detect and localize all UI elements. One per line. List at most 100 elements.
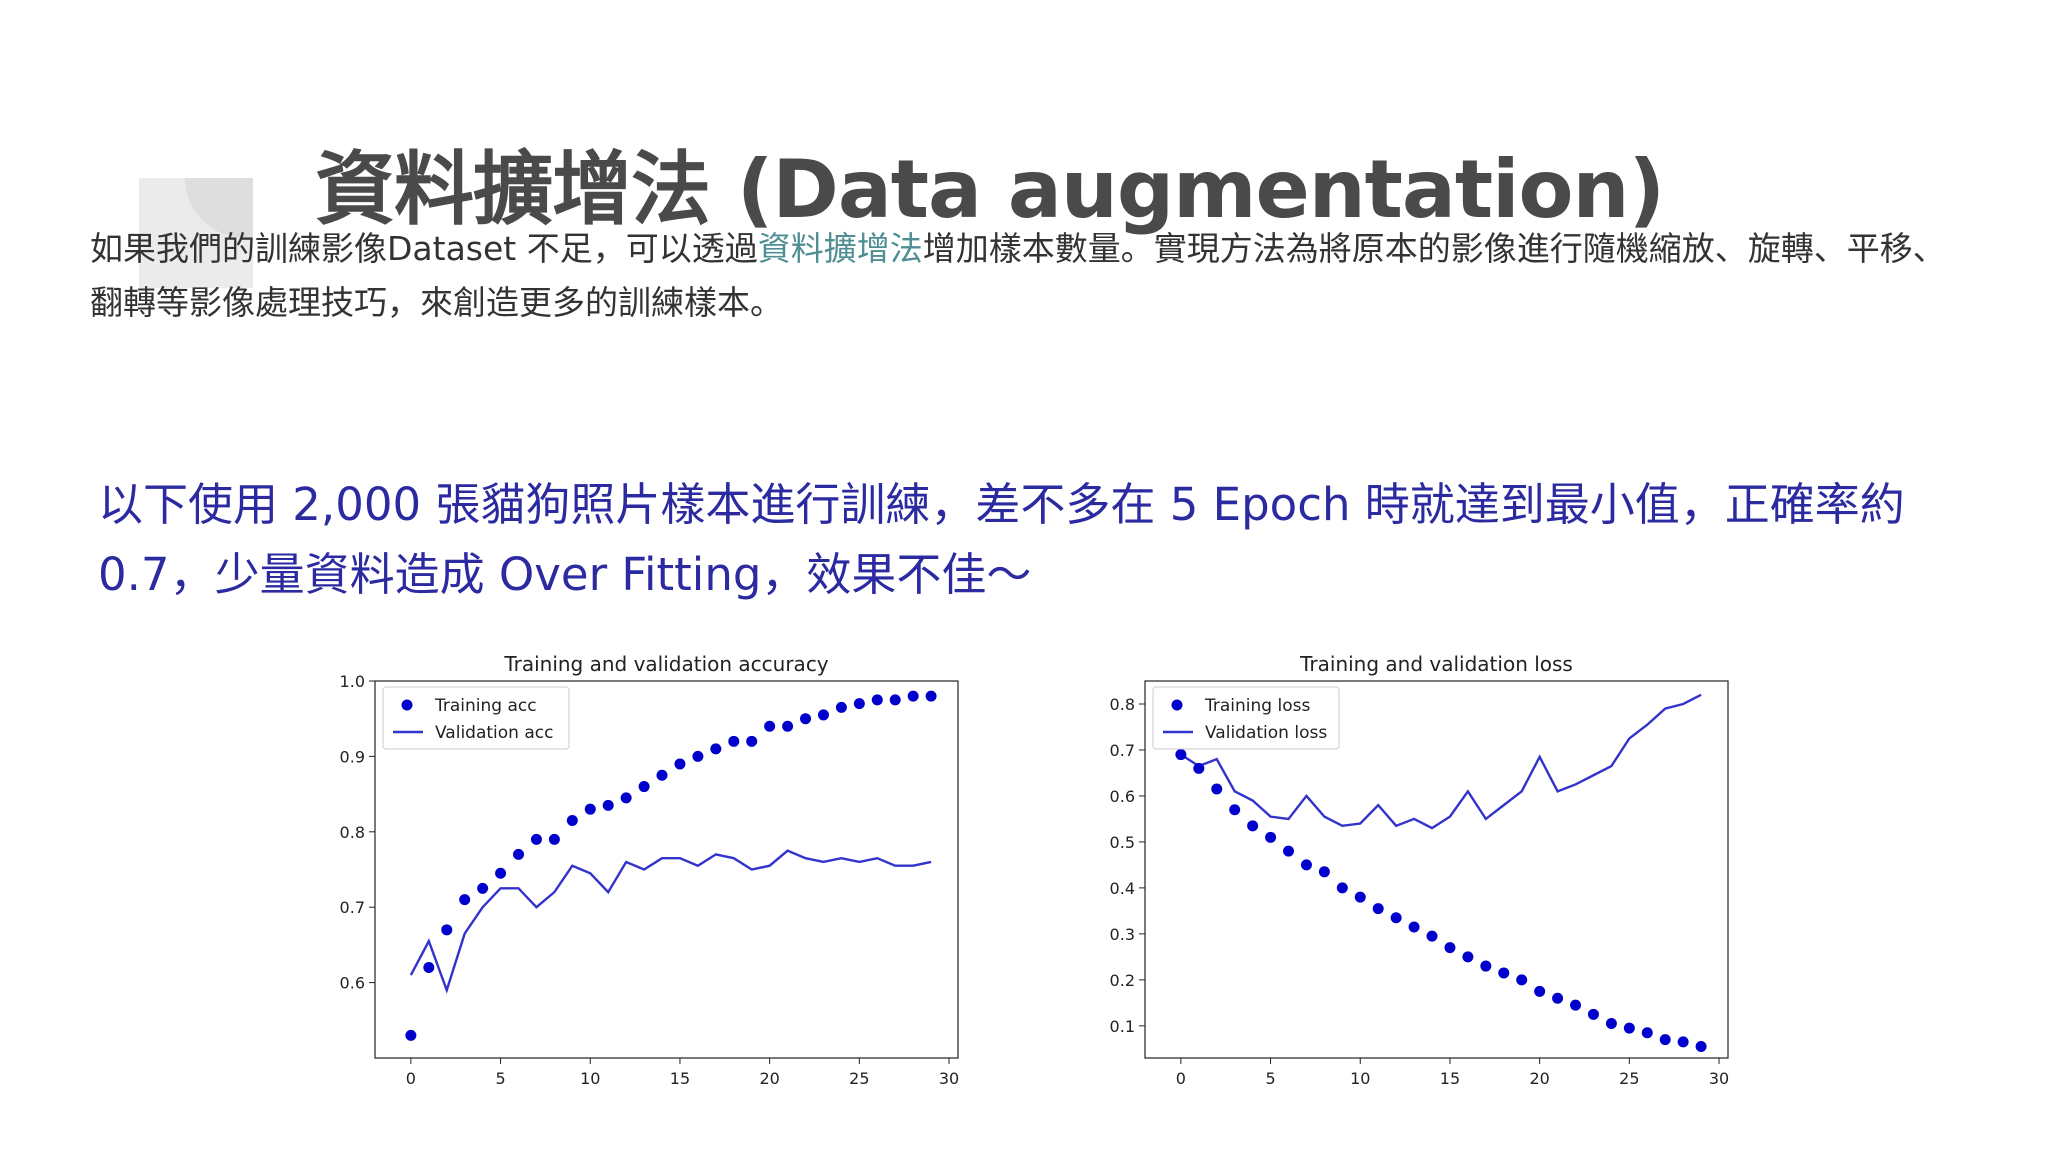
- loss-y-tick-label: 0.2: [1110, 971, 1135, 990]
- accuracy-chart: Training and validation accuracy 0 5 10 15 20…: [340, 652, 960, 1088]
- acc-validation-line: [409, 849, 932, 994]
- acc-y-tick-label: 0.7: [340, 898, 365, 917]
- loss-training-point: [1659, 1034, 1671, 1046]
- acc-y-tick-label: 1.0: [340, 672, 365, 691]
- acc-training-point: [459, 894, 471, 906]
- loss-training-point: [1498, 967, 1510, 979]
- slide-title: 資料擴增法 (Data augmentation): [315, 143, 1665, 236]
- loss-y-tick-label: 0.5: [1110, 833, 1135, 852]
- loss-x-tick-label: 0: [1176, 1069, 1186, 1088]
- loss-training-point: [1300, 859, 1312, 871]
- loss-training-point: [1336, 882, 1348, 894]
- acc-training-point: [728, 735, 740, 747]
- loss-x-tick-label: 30: [1709, 1069, 1729, 1088]
- loss-chart-title: Training and validation loss: [1299, 652, 1573, 676]
- loss-x-tick-label: 20: [1529, 1069, 1549, 1088]
- loss-training-point: [1283, 845, 1295, 857]
- loss-training-point: [1444, 942, 1456, 954]
- acc-chart-title: Training and validation accuracy: [503, 652, 828, 676]
- acc-training-point: [638, 781, 650, 793]
- acc-x-tick-label: 0: [406, 1069, 416, 1088]
- acc-training-point: [495, 867, 507, 879]
- acc-training-point: [800, 713, 812, 725]
- loss-training-point: [1354, 891, 1366, 903]
- loss-chart: Training and validation loss 0 5 10 15 20 25 30…: [1110, 652, 1730, 1088]
- loss-y-tick-label: 0.8: [1110, 695, 1135, 714]
- loss-training-point: [1534, 985, 1546, 997]
- loss-x-tick-label: 10: [1350, 1069, 1370, 1088]
- loss-training-point: [1408, 921, 1420, 933]
- loss-training-point: [1318, 866, 1330, 878]
- loss-training-point: [1641, 1027, 1653, 1039]
- loss-legend-box: [1152, 686, 1340, 750]
- loss-training-point: [1175, 749, 1187, 761]
- acc-training-point: [477, 882, 489, 894]
- acc-legend-box: [382, 686, 570, 750]
- loss-training-point: [1677, 1036, 1689, 1048]
- acc-training-point: [746, 735, 758, 747]
- acc-training-point: [925, 690, 937, 702]
- loss-training-point: [1265, 831, 1277, 843]
- loss-training-point: [1229, 804, 1241, 816]
- intro-text-start: 如果我們的訓練影像Dataset 不足，可以透過: [90, 229, 758, 268]
- loss-x-tick-label: 25: [1619, 1069, 1639, 1088]
- acc-training-point: [441, 924, 453, 936]
- acc-y-tick-label: 0.8: [340, 823, 365, 842]
- loss-training-point: [1552, 992, 1564, 1004]
- acc-y-tick-label: 0.6: [340, 974, 365, 993]
- loss-training-point: [1570, 999, 1582, 1011]
- acc-training-point: [405, 1029, 417, 1041]
- loss-validation-line: [1180, 693, 1702, 830]
- acc-training-point: [674, 758, 686, 770]
- training-note: 以下使用 2,000 張貓狗照片樣本進行訓練，差不多在 5 Epoch 時就達到…: [98, 478, 1905, 601]
- loss-training-point: [1193, 762, 1205, 774]
- intro-text-end: 增加樣本數量。實現方法為將原本的影像進行隨機縮放、旋轉、平移、翻轉等影像處理技巧…: [90, 229, 1946, 322]
- loss-y-tick-label: 0.6: [1110, 787, 1135, 806]
- loss-training-point: [1623, 1022, 1635, 1034]
- acc-training-point: [656, 769, 668, 781]
- acc-legend-dot-marker: [401, 699, 413, 711]
- loss-y-tick-label: 0.3: [1110, 925, 1135, 944]
- acc-x-tick-label: 25: [849, 1069, 869, 1088]
- acc-training-point: [513, 848, 525, 860]
- loss-training-point: [1605, 1018, 1617, 1030]
- acc-training-point: [620, 792, 632, 804]
- loss-y-tick-label: 0.1: [1110, 1017, 1135, 1036]
- acc-legend-training-label: Training acc: [434, 696, 537, 716]
- acc-training-point: [889, 694, 901, 706]
- loss-training-point: [1587, 1008, 1599, 1020]
- loss-training-point: [1426, 930, 1438, 942]
- loss-y-tick-label: 0.4: [1110, 879, 1135, 898]
- acc-training-point: [817, 709, 829, 721]
- loss-training-point: [1211, 783, 1223, 795]
- acc-training-point: [692, 750, 704, 762]
- loss-legend-dot-marker: [1171, 699, 1183, 711]
- acc-training-point: [602, 799, 614, 811]
- acc-training-point: [907, 690, 919, 702]
- acc-x-tick-label: 15: [670, 1069, 690, 1088]
- loss-training-point: [1480, 960, 1492, 972]
- loss-training-point: [1247, 820, 1259, 832]
- loss-training-point: [1516, 974, 1528, 986]
- acc-training-point: [871, 694, 883, 706]
- acc-x-tick-label: 20: [759, 1069, 779, 1088]
- intro-paragraph: 如果我們的訓練影像Dataset 不足，可以透過資料擴增法增加樣本數量。實現方法…: [90, 222, 1950, 330]
- loss-x-tick-label: 15: [1440, 1069, 1460, 1088]
- acc-training-point: [853, 698, 865, 710]
- acc-training-point: [584, 803, 596, 815]
- loss-training-point: [1390, 912, 1402, 924]
- loss-y-tick-label: 0.7: [1110, 741, 1135, 760]
- acc-training-point: [423, 962, 435, 974]
- acc-x-tick-label: 30: [939, 1069, 959, 1088]
- intro-highlight: 資料擴增法: [757, 229, 923, 268]
- loss-legend: Training loss Validation loss: [1152, 686, 1340, 750]
- loss-legend-training-label: Training loss: [1204, 696, 1310, 716]
- acc-training-point: [710, 743, 722, 755]
- acc-training-point: [835, 701, 847, 713]
- loss-legend-validation-label: Validation loss: [1205, 723, 1327, 743]
- loss-training-point: [1462, 951, 1474, 963]
- loss-plot-frame: [1144, 680, 1729, 1059]
- loss-training-point: [1372, 903, 1384, 915]
- loss-training-point: [1695, 1041, 1707, 1053]
- acc-training-point: [566, 814, 578, 826]
